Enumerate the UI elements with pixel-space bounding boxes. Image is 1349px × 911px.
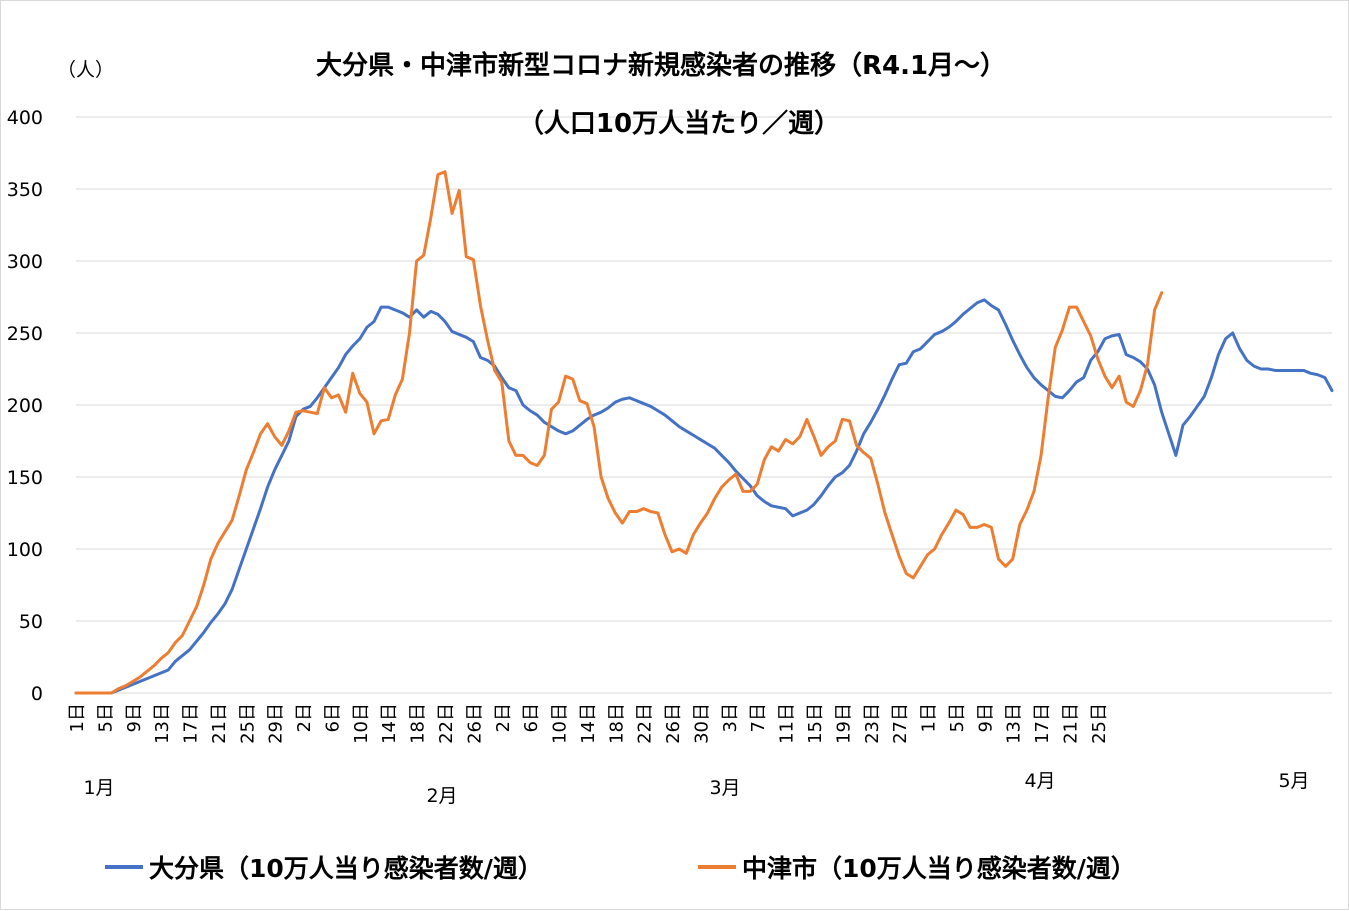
x-tick-label: 25日: [1089, 703, 1110, 744]
legend-label: 大分県（10万人当り感染者数/週）: [149, 854, 543, 883]
gridlines: [76, 116, 1332, 694]
x-tick-label: 13日: [1004, 703, 1025, 744]
month-label: 3月: [709, 777, 740, 799]
x-tick-label: 25日: [237, 703, 258, 744]
x-tick-label: 26日: [663, 703, 684, 744]
x-tick-label: 5日: [947, 703, 968, 732]
x-tick-label: 3日: [720, 703, 741, 732]
y-axis-unit-label: （人）: [57, 59, 114, 81]
x-tick-label: 18日: [606, 703, 627, 744]
y-tick-label: 250: [7, 323, 43, 345]
x-tick-label: 2日: [294, 703, 315, 732]
month-labels: 1月 2月 3月 4月 5月: [83, 770, 1309, 807]
x-tick-label: 30日: [691, 703, 712, 744]
x-tick-label: 10日: [351, 703, 372, 744]
chart-title: 大分県・中津市新型コロナ新規感染者の推移（R4.1月～）: [316, 50, 1006, 81]
x-tick-label: 5日: [95, 703, 116, 732]
x-tick-label: 10日: [550, 703, 571, 744]
series-line-1: [74, 298, 1334, 695]
x-tick-label: 15日: [805, 703, 826, 744]
x-tick-label: 17日: [181, 703, 202, 744]
x-tick-label: 7日: [748, 703, 769, 732]
legend: 大分県（10万人当り感染者数/週） 中津市（10万人当り感染者数/週）: [105, 854, 1136, 883]
x-tick-label: 26日: [464, 703, 485, 744]
y-tick-label: 100: [7, 539, 43, 561]
x-tick-label: 6日: [322, 703, 343, 732]
x-tick-label: 23日: [862, 703, 883, 744]
series-lines: [74, 170, 1334, 695]
x-tick-label: 2日: [493, 703, 514, 732]
y-tick-label: 350: [7, 179, 43, 201]
x-tick-label: 27日: [890, 703, 911, 744]
x-tick-label: 22日: [436, 703, 457, 744]
x-tick-label: 9日: [124, 703, 145, 732]
y-tick-label: 400: [7, 107, 43, 129]
month-label: 2月: [426, 785, 457, 807]
y-tick-label: 300: [7, 251, 43, 273]
legend-label: 中津市（10万人当り感染者数/週）: [742, 854, 1136, 883]
y-tick-label: 150: [7, 467, 43, 489]
x-axis-ticks: 1日 5日 9日 13日 17日 21日 25日 29日 2日 6日 10日 14日 18日 22日 26日…: [67, 703, 1110, 744]
x-tick-label: 22日: [635, 703, 656, 744]
x-tick-label: 21日: [1060, 703, 1081, 744]
x-tick-label: 11日: [777, 703, 798, 744]
x-tick-label: 1日: [67, 703, 88, 732]
x-tick-label: 19日: [833, 703, 854, 744]
series-line-2: [74, 170, 1164, 695]
x-tick-label: 18日: [408, 703, 429, 744]
x-tick-label: 14日: [379, 703, 400, 744]
month-label: 4月: [1024, 770, 1055, 792]
month-label: 5月: [1278, 770, 1309, 792]
x-tick-label: 13日: [152, 703, 173, 744]
month-label: 1月: [83, 777, 114, 799]
x-tick-label: 29日: [266, 703, 287, 744]
x-tick-label: 17日: [1032, 703, 1053, 744]
y-axis-ticks: 0 50 100 150 200 250 300 350 400: [7, 107, 43, 705]
chart-subtitle: （人口10万人当たり／週）: [518, 109, 840, 139]
x-tick-label: 1日: [919, 703, 940, 732]
x-tick-label: 6日: [521, 703, 542, 732]
y-tick-label: 200: [7, 395, 43, 417]
x-tick-label: 9日: [975, 703, 996, 732]
y-tick-label: 50: [19, 611, 43, 633]
x-tick-label: 21日: [209, 703, 230, 744]
x-tick-label: 14日: [578, 703, 599, 744]
y-tick-label: 0: [31, 683, 43, 705]
